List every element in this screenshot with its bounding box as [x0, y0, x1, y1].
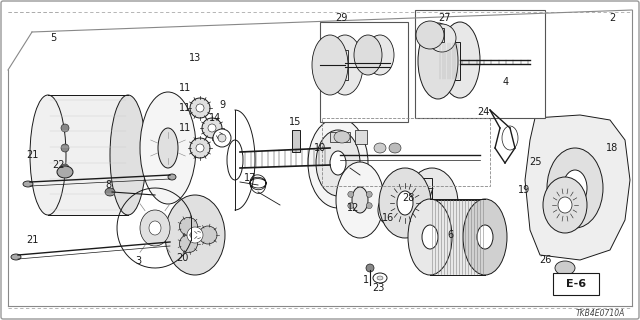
Ellipse shape	[23, 181, 33, 187]
Ellipse shape	[366, 264, 374, 272]
Ellipse shape	[218, 134, 226, 142]
Text: 29: 29	[335, 13, 347, 23]
Text: 10: 10	[314, 143, 326, 153]
Ellipse shape	[61, 144, 69, 152]
Ellipse shape	[213, 129, 231, 147]
Text: 22: 22	[52, 160, 64, 170]
Ellipse shape	[202, 118, 222, 138]
Text: 14: 14	[209, 113, 221, 123]
Text: 21: 21	[26, 150, 38, 160]
Ellipse shape	[308, 118, 368, 208]
Bar	[405, 178, 432, 228]
Ellipse shape	[393, 192, 407, 212]
Bar	[415, 10, 545, 118]
Text: 19: 19	[518, 185, 530, 195]
Bar	[368, 45, 380, 65]
Ellipse shape	[416, 21, 444, 49]
Ellipse shape	[110, 95, 146, 215]
Ellipse shape	[57, 166, 73, 178]
Text: 23: 23	[372, 283, 384, 293]
Ellipse shape	[379, 168, 431, 238]
Text: 11: 11	[179, 83, 191, 93]
Ellipse shape	[196, 104, 204, 112]
Ellipse shape	[354, 35, 382, 75]
Text: 7: 7	[427, 188, 433, 198]
Ellipse shape	[384, 205, 392, 215]
Text: 28: 28	[402, 193, 414, 203]
Ellipse shape	[168, 174, 176, 180]
Ellipse shape	[140, 210, 170, 246]
Ellipse shape	[187, 227, 203, 243]
Ellipse shape	[327, 35, 363, 95]
Text: 6: 6	[447, 230, 453, 240]
Bar	[438, 42, 460, 80]
Ellipse shape	[105, 188, 115, 196]
Ellipse shape	[373, 273, 387, 283]
Text: 11: 11	[179, 103, 191, 113]
Ellipse shape	[179, 217, 198, 235]
Ellipse shape	[463, 199, 507, 275]
Text: 18: 18	[606, 143, 618, 153]
Ellipse shape	[555, 261, 575, 275]
Bar	[430, 200, 485, 275]
Text: 13: 13	[189, 53, 201, 63]
Text: TKB4E0710A: TKB4E0710A	[575, 308, 625, 317]
Text: 26: 26	[539, 255, 551, 265]
Text: 25: 25	[530, 157, 542, 167]
Ellipse shape	[199, 226, 217, 244]
Ellipse shape	[366, 203, 372, 209]
Ellipse shape	[61, 124, 69, 132]
Ellipse shape	[316, 130, 360, 196]
Ellipse shape	[312, 35, 348, 95]
Text: 4: 4	[503, 77, 509, 87]
Text: 11: 11	[179, 123, 191, 133]
Ellipse shape	[165, 195, 225, 275]
Ellipse shape	[397, 191, 413, 215]
Ellipse shape	[502, 126, 518, 150]
Text: 20: 20	[176, 253, 188, 263]
Text: 17: 17	[244, 173, 256, 183]
Ellipse shape	[377, 276, 383, 280]
Text: 8: 8	[105, 180, 111, 190]
Ellipse shape	[389, 143, 401, 153]
Ellipse shape	[378, 196, 398, 224]
Ellipse shape	[11, 254, 21, 260]
Ellipse shape	[615, 153, 625, 163]
Bar	[322, 118, 490, 186]
Ellipse shape	[149, 221, 161, 235]
Bar	[330, 132, 350, 142]
Ellipse shape	[158, 128, 178, 168]
Text: 21: 21	[26, 235, 38, 245]
Bar	[355, 130, 367, 144]
Text: 24: 24	[477, 107, 489, 117]
Ellipse shape	[547, 148, 603, 228]
Ellipse shape	[334, 131, 350, 143]
Polygon shape	[525, 115, 630, 260]
Bar	[553, 273, 599, 295]
Ellipse shape	[428, 24, 456, 52]
Ellipse shape	[422, 225, 438, 249]
Ellipse shape	[418, 23, 458, 99]
Ellipse shape	[366, 191, 372, 197]
Text: 2: 2	[609, 13, 615, 23]
Ellipse shape	[140, 92, 196, 204]
Bar	[320, 22, 408, 122]
Text: 3: 3	[135, 256, 141, 266]
Text: E-6: E-6	[566, 279, 586, 289]
Text: 9: 9	[219, 100, 225, 110]
Ellipse shape	[348, 191, 354, 197]
Text: 16: 16	[382, 213, 394, 223]
Ellipse shape	[440, 22, 480, 98]
Text: 1: 1	[363, 275, 369, 285]
Ellipse shape	[406, 168, 458, 238]
Bar	[292, 130, 300, 152]
Ellipse shape	[179, 235, 198, 253]
Text: 15: 15	[289, 117, 301, 127]
Ellipse shape	[558, 197, 572, 213]
Bar	[330, 50, 348, 80]
Bar	[430, 28, 444, 42]
Ellipse shape	[61, 164, 69, 172]
Ellipse shape	[30, 95, 66, 215]
Ellipse shape	[408, 199, 452, 275]
